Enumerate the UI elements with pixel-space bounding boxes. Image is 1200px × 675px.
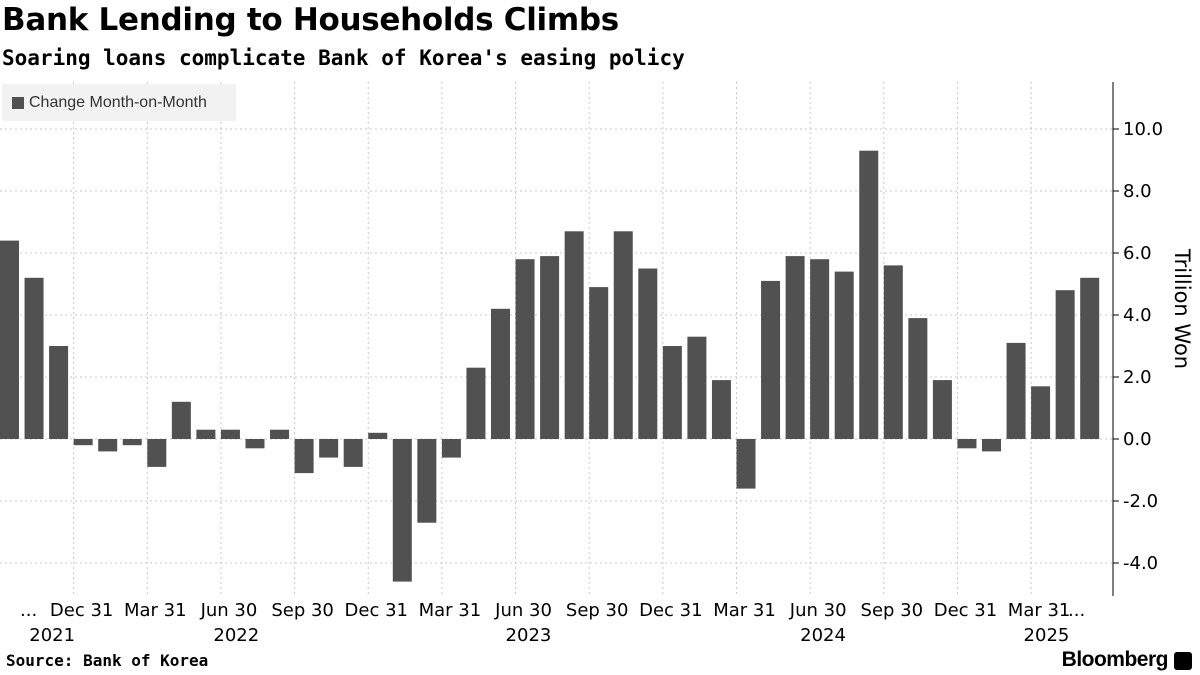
y-tick-label: -4.0	[1123, 553, 1158, 574]
x-year-label: 2024	[800, 625, 846, 646]
x-year-label: 2023	[506, 625, 552, 646]
bar	[810, 259, 830, 439]
x-tick-label: ...	[20, 600, 37, 621]
bar	[883, 265, 903, 439]
bar	[0, 240, 19, 439]
bar	[196, 429, 216, 439]
x-tick-label: Mar 31	[419, 600, 482, 621]
bar	[294, 439, 314, 474]
bloomberg-logo: Bloomberg	[1061, 648, 1169, 671]
x-tick-label: Dec 31	[934, 600, 997, 621]
x-tick-label: Sep 30	[861, 600, 924, 621]
bar	[540, 256, 560, 439]
x-tick-label: Jun 30	[494, 600, 552, 621]
bar	[736, 439, 756, 489]
bar	[982, 439, 1001, 452]
legend-swatch	[12, 96, 24, 109]
bar	[245, 439, 265, 449]
legend-label: Change Month-on-Month	[29, 93, 207, 111]
bar	[319, 439, 339, 458]
bar	[441, 439, 461, 458]
bar	[932, 380, 952, 439]
y-tick-label: 8.0	[1123, 181, 1152, 202]
bar	[49, 346, 69, 439]
bar	[1006, 342, 1026, 439]
x-tick-label: Dec 31	[639, 600, 702, 621]
bar	[687, 336, 707, 439]
bar	[147, 439, 167, 467]
y-tick-label: 4.0	[1123, 305, 1152, 326]
bar	[711, 380, 731, 439]
x-year-label: 2022	[213, 625, 259, 646]
bar	[368, 432, 388, 439]
bar	[270, 429, 290, 439]
bar	[613, 231, 633, 439]
x-tick-label: Mar 31	[124, 600, 187, 621]
bar	[589, 287, 609, 439]
x-tick-label: Jun 30	[200, 600, 258, 621]
bar	[1031, 386, 1051, 439]
x-tick-label: Mar 31	[1008, 600, 1071, 621]
x-tick-label: Dec 31	[345, 600, 408, 621]
bar	[564, 231, 584, 439]
bar	[73, 439, 93, 446]
y-axis-title: Trillion Won	[1170, 248, 1194, 369]
legend: Change Month-on-Month	[2, 84, 236, 121]
x-tick-label: Mar 31	[713, 600, 776, 621]
bar	[171, 401, 191, 439]
bar	[908, 318, 928, 439]
bar	[638, 268, 658, 439]
source-note: Source: Bank of Korea	[6, 651, 209, 670]
y-tick-label: 2.0	[1123, 367, 1152, 388]
chart-subtitle: Soaring loans complicate Bank of Korea's…	[2, 46, 685, 70]
bar	[1080, 277, 1100, 439]
x-tick-label: Dec 31	[50, 600, 113, 621]
bar	[785, 256, 805, 439]
x-year-label: 2021	[29, 625, 75, 646]
bar	[220, 429, 240, 439]
bar	[122, 439, 142, 446]
y-tick-label: 10.0	[1123, 119, 1163, 140]
y-tick-label: 6.0	[1123, 243, 1152, 264]
bar	[834, 271, 854, 439]
y-tick-label: 0.0	[1123, 429, 1152, 450]
bar	[1055, 290, 1075, 439]
chart-title: Bank Lending to Households Climbs	[2, 2, 619, 38]
bar	[98, 439, 118, 452]
x-tick-label: ...	[1068, 600, 1085, 621]
x-tick-label: Sep 30	[271, 600, 334, 621]
bar	[515, 259, 535, 439]
bar	[859, 150, 879, 439]
bloomberg-logo-icon	[1174, 652, 1192, 670]
bar	[491, 308, 510, 439]
bar	[662, 346, 682, 439]
bar	[761, 280, 781, 439]
bar	[466, 367, 486, 439]
bar	[343, 439, 363, 467]
bar	[392, 439, 412, 582]
x-tick-label: Jun 30	[789, 600, 847, 621]
x-year-label: 2025	[1024, 625, 1070, 646]
y-tick-label: -2.0	[1123, 491, 1158, 512]
bar	[417, 439, 437, 523]
x-tick-label: Sep 30	[566, 600, 629, 621]
bar	[24, 277, 44, 439]
bar	[957, 439, 977, 449]
